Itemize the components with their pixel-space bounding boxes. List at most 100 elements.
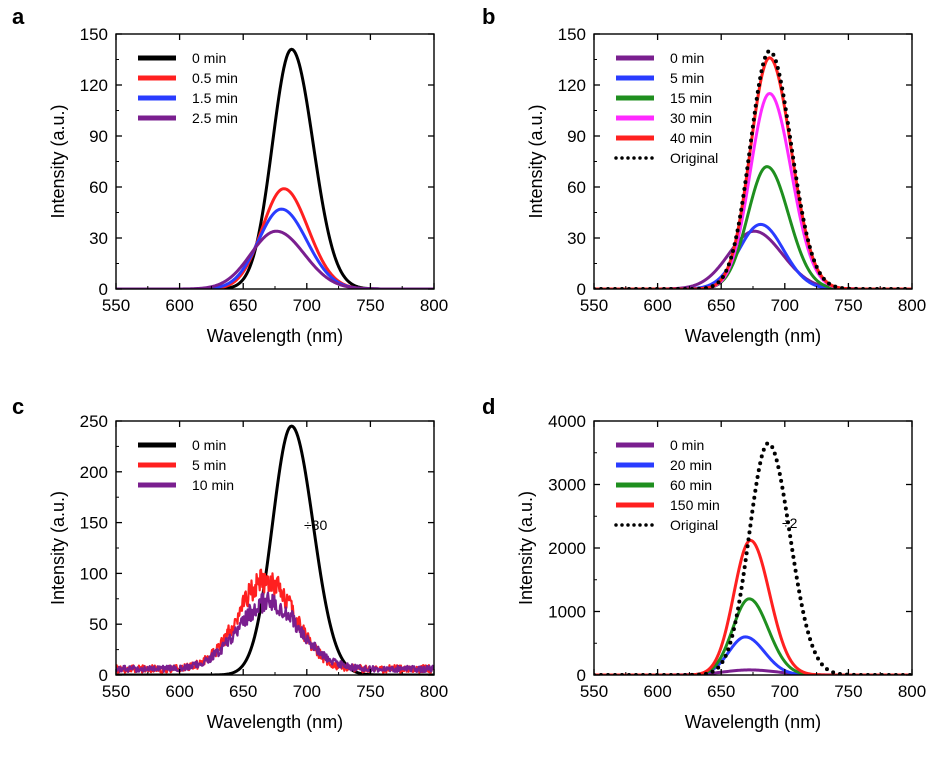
x-tick-label: 700 — [771, 296, 799, 315]
x-axis-title: Wavelength (nm) — [207, 712, 343, 732]
x-tick-label: 650 — [707, 296, 735, 315]
legend-label: Original — [670, 150, 718, 166]
x-tick-label: 600 — [165, 682, 193, 701]
x-tick-label: 800 — [898, 296, 926, 315]
x-tick-label: 550 — [102, 682, 130, 701]
y-tick-label: 0 — [99, 666, 108, 685]
y-axis-title: Intensity (a.u.) — [48, 491, 68, 605]
x-tick-label: 650 — [707, 682, 735, 701]
series-group — [594, 441, 912, 675]
legend-label: 5 min — [192, 457, 226, 473]
series-line-40-min — [594, 56, 912, 289]
y-tick-label: 2000 — [548, 539, 586, 558]
x-tick-label: 750 — [356, 682, 384, 701]
legend-label: 0 min — [192, 437, 226, 453]
legend-label: 150 min — [670, 497, 720, 513]
x-tick-label: 750 — [834, 682, 862, 701]
legend-label: 5 min — [670, 70, 704, 86]
scale-annotation: ÷2 — [782, 515, 798, 531]
series-line-0-min — [116, 47, 434, 289]
x-tick-label: 550 — [580, 682, 608, 701]
x-tick-label: 700 — [293, 682, 321, 701]
y-tick-label: 3000 — [548, 476, 586, 495]
series-line-60-min — [594, 597, 912, 675]
x-tick-label: 700 — [293, 296, 321, 315]
legend-label: 0 min — [670, 50, 704, 66]
y-tick-label: 100 — [80, 564, 108, 583]
legend: 0 min 20 min 60 min 150 min Original — [614, 437, 720, 533]
series-line-0-5-min — [116, 187, 434, 289]
legend-label: 0.5 min — [192, 70, 238, 86]
series-line-10-min — [116, 591, 434, 674]
legend-label: 60 min — [670, 477, 712, 493]
panel-a: a 550 600 650 700 750 800 0 30 60 90 120 150 Waveleng… — [12, 4, 448, 346]
y-tick-label: 50 — [89, 615, 108, 634]
x-axis-title: Wavelength (nm) — [685, 712, 821, 732]
y-tick-label: 250 — [80, 412, 108, 431]
legend-label: 20 min — [670, 457, 712, 473]
x-tick-label: 600 — [643, 682, 671, 701]
series-line-150-min — [594, 538, 912, 675]
legend-label: Original — [670, 517, 718, 533]
y-tick-label: 150 — [80, 25, 108, 44]
legend-label: 40 min — [670, 130, 712, 146]
series-line-2-5-min — [116, 229, 434, 289]
plot-frame — [115, 420, 435, 676]
series-line-5-min — [594, 222, 912, 289]
legend-label: 1.5 min — [192, 90, 238, 106]
series-line-original — [594, 49, 912, 289]
y-tick-label: 200 — [80, 463, 108, 482]
x-tick-label: 800 — [420, 296, 448, 315]
x-tick-label: 600 — [643, 296, 671, 315]
x-tick-label: 750 — [356, 296, 384, 315]
x-tick-label: 800 — [898, 682, 926, 701]
y-axis-title: Intensity (a.u.) — [526, 104, 546, 218]
x-tick-label: 650 — [229, 682, 257, 701]
y-tick-label: 120 — [558, 76, 586, 95]
x-tick-label: 750 — [834, 296, 862, 315]
y-tick-label: 90 — [567, 127, 586, 146]
series-group — [594, 49, 912, 289]
series-line-0-min — [594, 229, 912, 289]
x-axis-title: Wavelength (nm) — [207, 326, 343, 346]
plot-frame — [593, 420, 913, 676]
series-line-20-min — [594, 635, 912, 675]
x-tick-label: 800 — [420, 682, 448, 701]
y-tick-label: 90 — [89, 127, 108, 146]
legend-label: 0 min — [192, 50, 226, 66]
y-axis-title: Intensity (a.u.) — [516, 491, 536, 605]
legend: 0 min 5 min 15 min 30 min 40 min Original — [614, 50, 718, 166]
y-axis-title: Intensity (a.u.) — [48, 104, 68, 218]
x-tick-label: 700 — [771, 682, 799, 701]
y-tick-label: 60 — [567, 178, 586, 197]
legend-label: 2.5 min — [192, 110, 238, 126]
x-tick-label: 550 — [102, 296, 130, 315]
y-tick-label: 60 — [89, 178, 108, 197]
series-line-1-5-min — [116, 207, 434, 289]
panel-letter: a — [12, 4, 25, 29]
series-group — [116, 47, 434, 289]
legend-label: 15 min — [670, 90, 712, 106]
legend-label: 10 min — [192, 477, 234, 493]
y-tick-label: 0 — [577, 280, 586, 299]
legend-label: 30 min — [670, 110, 712, 126]
y-tick-label: 30 — [567, 229, 586, 248]
plot-frame — [115, 33, 435, 290]
y-tick-label: 4000 — [548, 412, 586, 431]
panel-c: c 550 600 650 700 750 800 0 50 100 150 200 250 Wavele… — [12, 394, 448, 732]
x-axis-title: Wavelength (nm) — [685, 326, 821, 346]
panel-letter: b — [482, 4, 495, 29]
series-line-5-min — [116, 568, 434, 674]
y-tick-label: 0 — [99, 280, 108, 299]
x-tick-label: 600 — [165, 296, 193, 315]
scale-annotation: ÷30 — [304, 517, 327, 533]
legend-label: 0 min — [670, 437, 704, 453]
y-tick-label: 1000 — [548, 603, 586, 622]
x-tick-label: 650 — [229, 296, 257, 315]
legend: 0 min 5 min 10 min — [138, 437, 234, 493]
panel-d: d 550 600 650 700 750 800 0 1000 2000 3000 4000 Wave… — [482, 394, 926, 732]
legend: 0 min 0.5 min 1.5 min 2.5 min — [138, 50, 238, 126]
panel-b: b 550 600 650 700 750 800 0 30 60 90 120 150 Waveleng… — [482, 4, 926, 346]
y-tick-label: 0 — [577, 666, 586, 685]
